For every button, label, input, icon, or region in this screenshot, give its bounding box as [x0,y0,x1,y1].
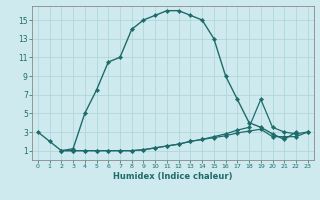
X-axis label: Humidex (Indice chaleur): Humidex (Indice chaleur) [113,172,233,181]
